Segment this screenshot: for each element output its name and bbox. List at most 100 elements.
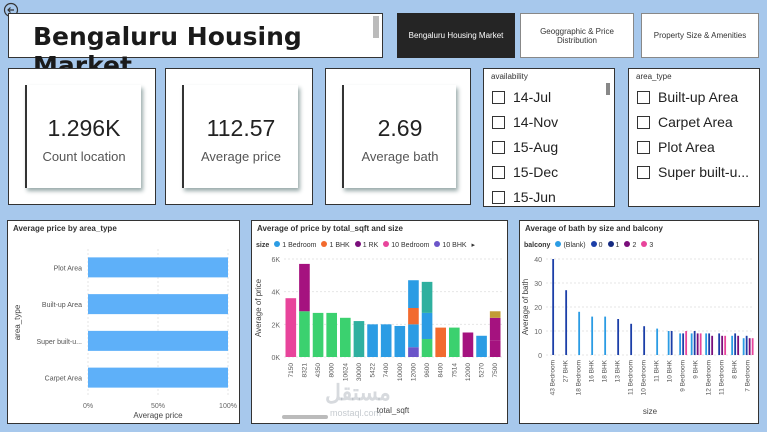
chart-title: Average price by area_type — [13, 224, 117, 233]
checkbox[interactable] — [492, 190, 505, 204]
bar-segment — [489, 317, 501, 341]
x-tick-label: 9 Bedroom — [680, 360, 687, 392]
legend-item[interactable]: (Blank) — [555, 241, 586, 249]
slicer-scrollbar[interactable] — [606, 83, 610, 95]
bar — [748, 338, 751, 355]
legend-title: size — [256, 241, 270, 249]
nav-button-geographic-price[interactable]: Geoggraphic & Price Distribution — [520, 13, 634, 58]
x-tick-label: 16 BHK — [589, 359, 596, 382]
x-tick-label: 10 Bedroom — [641, 360, 648, 395]
legend-item[interactable]: 1 — [607, 241, 620, 249]
bar — [643, 326, 646, 355]
availability-slicer: availability 14-Jul 14-Nov 15-Aug 15-Dec… — [483, 68, 615, 207]
y-tick-label: 40 — [534, 257, 542, 264]
y-tick-label: 0K — [271, 355, 280, 362]
x-tick-label: 0% — [83, 403, 93, 410]
checkbox[interactable] — [637, 165, 650, 179]
slicer-item[interactable]: Super built-u... — [637, 164, 749, 180]
checkbox[interactable] — [492, 90, 505, 104]
kpi-card-count-location: 1.296K Count location — [8, 68, 156, 205]
title-scrollbar[interactable] — [373, 16, 379, 38]
bar — [718, 333, 721, 355]
legend-swatch — [321, 241, 328, 247]
bar — [88, 367, 228, 388]
checkbox[interactable] — [492, 140, 505, 154]
chart-horizontal-scrollbar[interactable] — [282, 415, 328, 419]
slicer-item[interactable]: 14-Nov — [492, 114, 558, 130]
bar — [88, 294, 228, 315]
legend-label: 1 RK — [362, 242, 379, 249]
checkbox[interactable] — [637, 140, 650, 154]
bar — [737, 335, 740, 355]
bar-segment — [408, 280, 419, 308]
y-tick-label: Super built-u... — [36, 339, 82, 346]
legend-swatch — [607, 241, 614, 247]
bar — [705, 333, 708, 355]
slicer-item-label: Carpet Area — [658, 114, 733, 130]
checkbox[interactable] — [637, 90, 650, 104]
bar-segment — [380, 324, 392, 357]
kpi-label: Average bath — [361, 149, 439, 164]
checkbox[interactable] — [492, 165, 505, 179]
slicer-item[interactable]: Plot Area — [637, 139, 715, 155]
chart-avg-bath-by-size-balcony: Average of bath by size and balcony balc… — [519, 220, 759, 424]
bar — [656, 328, 659, 355]
bar — [699, 333, 702, 355]
legend-swatch — [434, 241, 441, 247]
slicer-item[interactable]: Carpet Area — [637, 114, 733, 130]
legend-item[interactable]: 3 — [641, 241, 653, 249]
bar-segment — [408, 347, 419, 357]
slicer-item-label: 15-Jun — [513, 189, 556, 205]
x-tick-label: 10000 — [397, 363, 404, 381]
x-tick-label: 8400 — [438, 363, 445, 378]
nav-button-housing-market[interactable]: Bengaluru Housing Market — [397, 13, 515, 58]
nav-button-property-size[interactable]: Property Size & Amenities — [641, 13, 759, 58]
slicer-item[interactable]: 14-Jul — [492, 89, 551, 105]
bar-segment — [421, 281, 433, 313]
chart-title: Average of price by total_sqft and size — [257, 224, 403, 233]
legend-title: balcony — [524, 241, 551, 249]
checkbox[interactable] — [492, 115, 505, 129]
y-tick-label: Built-up Area — [42, 302, 82, 309]
legend-item[interactable]: 2 — [624, 241, 636, 249]
legend-item[interactable]: 10 BHK — [434, 241, 467, 249]
y-tick-label: 20 — [534, 305, 542, 312]
legend-item[interactable]: 0 — [590, 241, 603, 249]
x-tick-label: 27 BHK — [563, 359, 570, 382]
bar — [565, 290, 568, 355]
kpi-card-average-bath: 2.69 Average bath — [325, 68, 471, 205]
checkbox[interactable] — [637, 115, 650, 129]
legend-label: 0 — [598, 242, 603, 249]
legend-swatch — [383, 241, 390, 247]
bar — [721, 335, 724, 355]
chart-legend: balcony (Blank) 0 1 2 3 — [524, 241, 653, 249]
slicer-item-label: Plot Area — [658, 139, 715, 155]
slicer-item[interactable]: 15-Dec — [492, 164, 558, 180]
bar — [630, 323, 633, 355]
legend-item[interactable]: 1 RK — [354, 241, 379, 249]
kpi-label: Average price — [201, 149, 281, 164]
bar-segment — [421, 312, 433, 340]
x-tick-label: 12000 — [465, 363, 472, 381]
x-tick-label: 8321 — [301, 363, 308, 378]
legend-item[interactable]: 1 Bedroom — [274, 241, 316, 249]
legend-item[interactable]: 10 Bedroom — [383, 241, 429, 249]
x-tick-label: 11 Bedroom — [719, 360, 726, 395]
x-tick-label: 8000 — [329, 363, 336, 378]
bar-segment — [299, 311, 310, 357]
slicer-item[interactable]: 15-Aug — [492, 139, 558, 155]
legend-label: 10 Bedroom — [391, 242, 430, 249]
legend-next-icon[interactable]: ▸ — [471, 242, 476, 249]
slicer-item[interactable]: Built-up Area — [637, 89, 738, 105]
y-tick-label: 0 — [538, 353, 542, 360]
slicer-item-label: Built-up Area — [658, 89, 739, 105]
chart-svg: 40 30 20 10 0 43 Bedroom 27 BHK 18 Bedroom 16 BH… — [521, 257, 754, 416]
kpi-value: 2.69 — [377, 115, 423, 141]
legend-item[interactable]: 1 BHK — [321, 241, 350, 249]
x-tick-label: 50% — [151, 403, 165, 410]
x-tick-label: 100% — [219, 403, 237, 410]
legend-label: 1 — [615, 242, 620, 249]
bar — [667, 331, 670, 355]
legend-swatch — [590, 241, 597, 247]
slicer-item[interactable]: 15-Jun — [492, 189, 556, 205]
